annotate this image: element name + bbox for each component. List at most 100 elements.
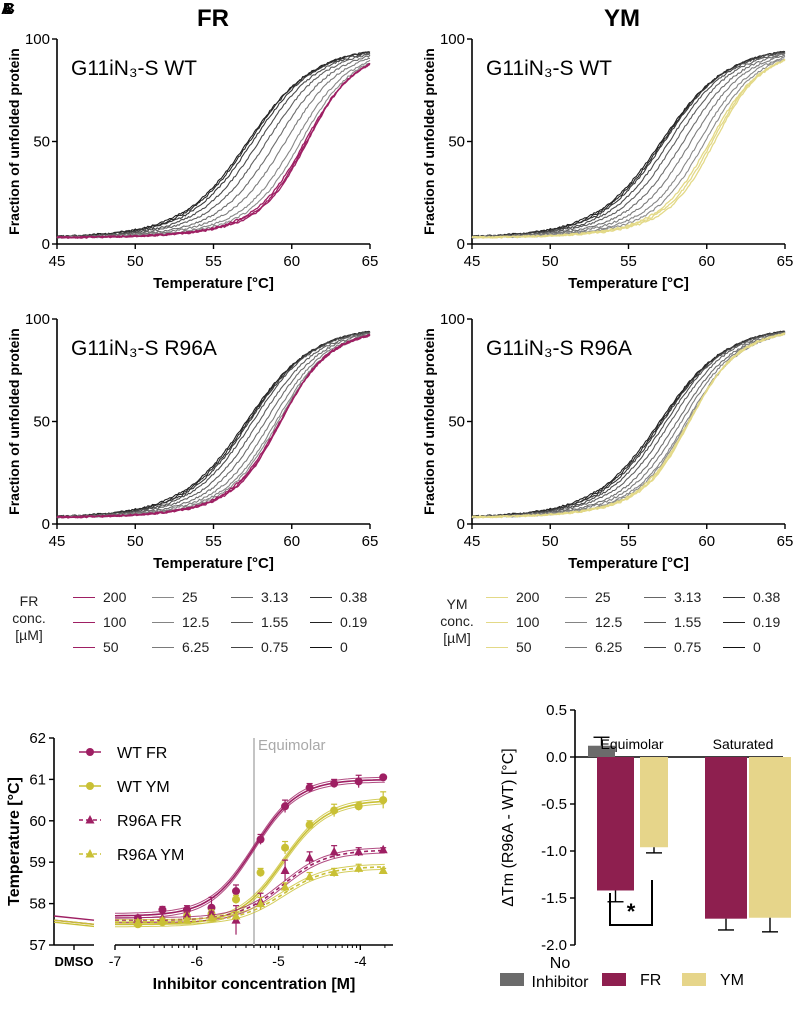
bar-ym-equimolar [640,757,668,848]
legend-swatch [152,646,174,648]
data-point-r96a-ym [305,871,315,881]
legend-item-fr-6.25: 6.25 [152,639,209,655]
column-header-ym: YM [604,5,640,32]
data-point-wt-fr [281,802,290,811]
y-axis-title: ΔTm (R96A - WT) [°C] [500,748,517,906]
melt-curve-6.25M [471,54,786,239]
column-header-fr: FR [197,5,229,32]
x-tick-label: 50 [127,533,144,550]
legend-item-ym-1.55: 1.55 [644,614,701,630]
legend-swatch [310,646,332,648]
legend-swatch [73,621,95,623]
y-tick-label: 62 [29,730,46,747]
legend-swatch [723,596,745,598]
data-point-r96a-fr [329,846,339,856]
y-tick-label: 0 [42,516,50,533]
panel-construct-label: G11iN₃-S R96A [71,337,217,360]
legend-item-ym-12.5: 12.5 [565,614,622,630]
data-point-r96a-ym [133,917,143,926]
data-point-r96a-ym [157,915,167,924]
legend-item-fr-0.19: 0.19 [310,614,367,630]
melt-curve-12.5M [56,333,371,519]
data-point-r96a-ym [256,898,266,908]
legend-label: 1.55 [261,614,289,630]
fit-band-r96a-ym [115,868,385,926]
x-tick-label: 65 [777,533,794,550]
dmso-band [53,919,95,925]
dmso-band [53,921,95,928]
melt-curve-200M [56,333,371,519]
data-point-wt-fr [158,905,167,914]
data-point-wt-ym [305,820,314,829]
y-tick-label: 100 [25,311,50,328]
y-tick-label: 0 [457,236,465,253]
y-tick-label: 58 [29,896,46,913]
data-point-wt-ym [354,802,363,811]
y-tick-label: 50 [448,134,465,151]
x-axis-title: Temperature [°C] [568,555,689,572]
data-point-r96a-ym [182,915,192,924]
legend-swatch [723,621,745,623]
data-point-wt-ym [330,806,339,815]
data-point-r96a-ym [280,882,290,891]
legend-label: R96A YM [117,847,184,864]
dmso-label: DMSO [55,954,94,969]
melt-curve-200M [56,62,371,239]
legend-item-ym-50: 50 [486,639,532,655]
panel-construct-label: G11iN₃-S WT [71,57,197,80]
melt-curve-0.75M [471,51,786,238]
panel-letter-b: B [3,1,15,18]
legend-marker [86,782,94,790]
panel-construct-label: G11iN₃-S WT [486,57,612,80]
melt-curve-50M [471,58,786,239]
legend-item-fr-0.75: 0.75 [231,639,288,655]
data-point-r96a-fr [280,865,290,874]
x-tick-label: 50 [542,253,559,270]
legend-marker [85,849,95,858]
data-point-r96a-fr [354,846,364,856]
y-tick-label: -2.0 [541,937,567,954]
legend-swatch [682,973,706,986]
bar-no-inhibitor [588,745,615,757]
data-point-r96a-ym [329,867,339,877]
x-axis-title: Inhibitor concentration [M] [153,976,356,993]
legend-swatch [565,646,587,648]
melt-curve-6.25M [56,57,371,239]
legend-swatch [231,646,253,648]
fr-legend-title: FR conc. [µM] [0,593,58,644]
x-tick-label: 45 [464,533,481,550]
ym-legend-title-line1: YM [446,596,468,612]
significance-bracket [609,880,653,926]
legend-label: YM [720,972,744,989]
legend-label: 0 [753,639,761,655]
legend-label: 12.5 [595,614,623,630]
y-tick-label: 57 [29,937,46,954]
legend-label: 3.13 [674,589,702,605]
fit-band-wt-ym [115,803,385,928]
fr-legend-title-line2: conc. [µM] [12,610,46,643]
legend-swatch [602,973,626,986]
legend-label: 100 [516,614,540,630]
x-tick-label: 45 [464,253,481,270]
group-label-equimolar: Equimolar [600,736,663,752]
melt-curve-25M [471,333,786,519]
legend-item-fr-12.5: 12.5 [152,614,209,630]
ym-legend-title: YM conc. [µM] [428,596,486,647]
bar-fr-equimolar [597,757,634,891]
fr-concentration-legend: FR conc. [µM] 200 100 50 25 12.5 6.25 3.13 1.55… [0,585,390,660]
equimolar-label: Equimolar [258,737,326,754]
legend-label-line1: No [550,955,571,972]
legend-label: 0.38 [340,589,368,605]
data-point-wt-ym [256,868,265,877]
y-axis-title: Temperature [°C] [6,777,23,906]
legend-label: WT YM [117,779,170,796]
legend-swatch [486,646,508,648]
x-axis-title: Temperature [°C] [153,275,274,292]
data-point-r96a-ym [354,863,364,872]
fit-band-wt-fr [114,776,385,914]
data-point-wt-ym [281,843,290,852]
legend-swatch [565,596,587,598]
legend-item-ym-200: 200 [486,589,539,605]
melt-curve-200M [471,59,786,239]
melt-curve-3.13M [56,54,371,239]
